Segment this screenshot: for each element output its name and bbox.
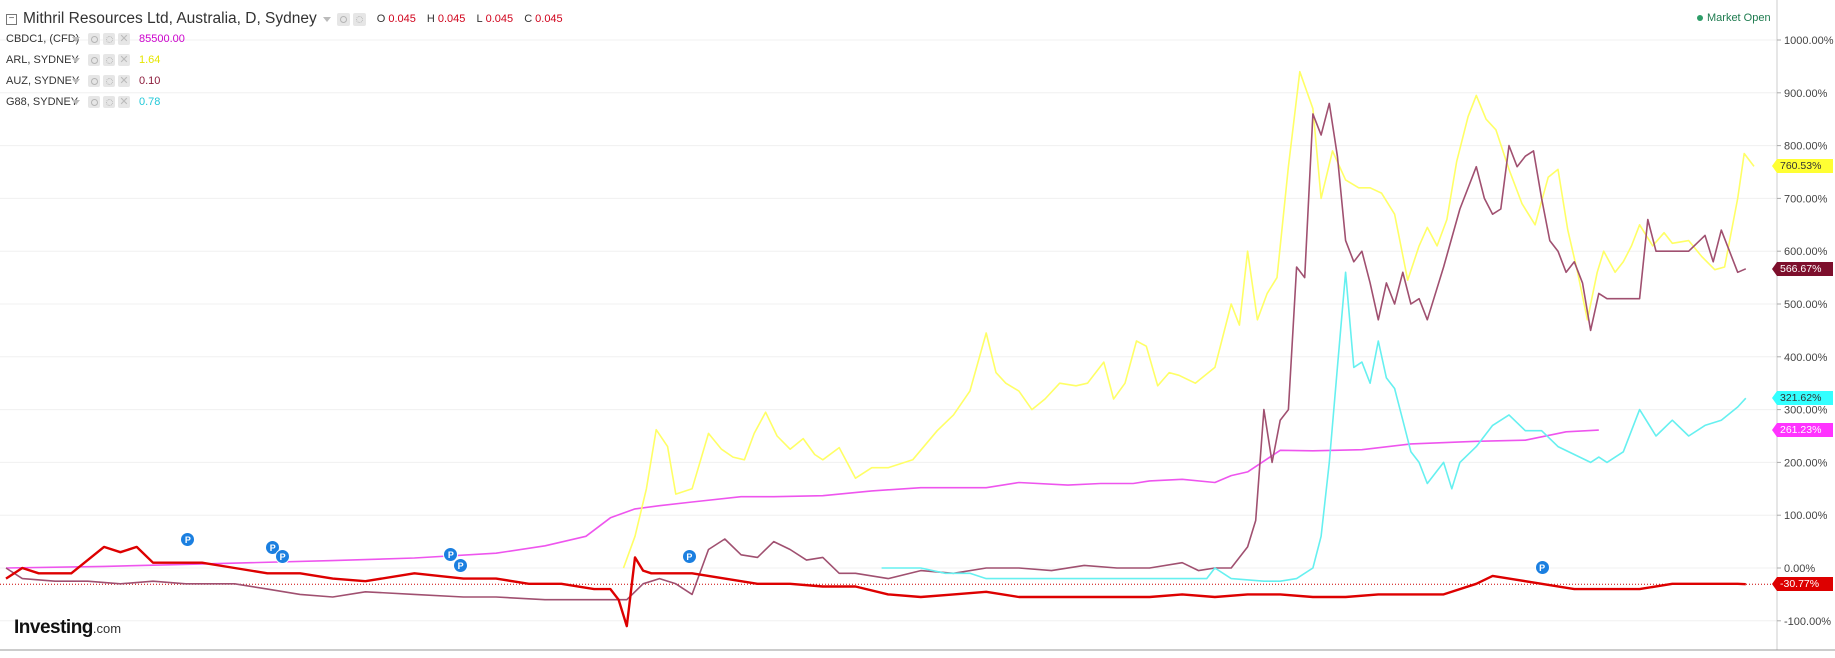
- settings-icon[interactable]: [103, 75, 115, 87]
- legend-dropdown-icon[interactable]: [72, 36, 80, 42]
- logo-suffix: .com: [92, 621, 122, 636]
- legend-value: 1.64: [139, 54, 161, 66]
- y-tick-label: 800.00%: [1784, 141, 1828, 153]
- chart-title: Mithril Resources Ltd, Australia, D, Syd…: [23, 10, 317, 27]
- y-tick-label: 100.00%: [1784, 510, 1828, 522]
- chart-header: − Mithril Resources Ltd, Australia, D, S…: [6, 8, 571, 30]
- ohlc-high-value: 0.045: [437, 13, 466, 25]
- legend-value: 0.78: [139, 96, 161, 108]
- ohlc-open-value: 0.045: [388, 13, 416, 25]
- ohlc-low-value: 0.045: [485, 13, 514, 25]
- legend-dropdown-icon[interactable]: [72, 57, 80, 63]
- investing-logo: Investing.com: [14, 617, 121, 639]
- legend-symbol: AUZ, SYDNEY: [6, 75, 80, 87]
- price-tag-3: 261.23%: [1772, 423, 1833, 438]
- logo-text: Investing: [14, 617, 93, 638]
- close-icon[interactable]: ✕: [118, 54, 130, 66]
- event-marker-3[interactable]: P: [443, 547, 459, 563]
- price-tag-4: -30.77%: [1772, 577, 1833, 592]
- legend-row-arl: ARL, SYDNEY ✕ 1.64: [6, 52, 160, 68]
- event-marker-4[interactable]: P: [453, 558, 469, 574]
- series-line-2: [5, 102, 1747, 601]
- legend-value: 85500.00: [139, 33, 185, 45]
- series-line-3: [881, 271, 1747, 583]
- visibility-icon[interactable]: [336, 12, 350, 26]
- price-tag-2: 321.62%: [1772, 391, 1833, 406]
- legend-dropdown-icon[interactable]: [72, 78, 80, 84]
- settings-icon[interactable]: [103, 33, 115, 45]
- ohlc-readout: O 0.045 H 0.045 L 0.045 C 0.045: [377, 13, 571, 25]
- settings-icon[interactable]: [103, 96, 115, 108]
- settings-icon[interactable]: [352, 12, 366, 26]
- title-dropdown-icon[interactable]: [322, 16, 331, 22]
- legend-dropdown-icon[interactable]: [72, 99, 80, 105]
- legend-row-cbdc1: CBDC1, (CFD) ✕ 85500.00: [6, 31, 185, 47]
- event-marker-5[interactable]: P: [681, 549, 697, 565]
- visibility-icon[interactable]: [88, 54, 100, 66]
- y-tick-label: 0.00%: [1784, 563, 1815, 575]
- collapse-button[interactable]: −: [6, 13, 17, 25]
- close-icon[interactable]: ✕: [118, 75, 130, 87]
- series-line-4: [5, 545, 1746, 628]
- y-tick-label: 1000.00%: [1784, 35, 1834, 47]
- visibility-icon[interactable]: [88, 75, 100, 87]
- price-tag-0: 760.53%: [1772, 159, 1833, 174]
- event-marker-0[interactable]: P: [180, 531, 196, 547]
- visibility-icon[interactable]: [88, 33, 100, 45]
- grid: [0, 39, 1777, 622]
- market-status: Market Open: [1697, 12, 1771, 24]
- event-marker-2[interactable]: P: [275, 549, 291, 565]
- legend-row-g88: G88, SYDNEY ✕ 0.78: [6, 94, 160, 110]
- y-tick-label: 900.00%: [1784, 88, 1828, 100]
- y-tick-label: 700.00%: [1784, 193, 1828, 205]
- y-tick-label: 500.00%: [1784, 299, 1828, 311]
- y-tick-label: 300.00%: [1784, 405, 1828, 417]
- legend-symbol: G88, SYDNEY: [6, 96, 79, 108]
- settings-icon[interactable]: [103, 54, 115, 66]
- status-dot-icon: [1697, 15, 1703, 21]
- y-tick-label: 600.00%: [1784, 246, 1828, 258]
- y-tick-label: 200.00%: [1784, 457, 1828, 469]
- ohlc-close-label: C: [524, 13, 533, 25]
- series-group: [5, 70, 1755, 628]
- price-tag-1: 566.67%: [1772, 261, 1833, 276]
- close-icon[interactable]: ✕: [118, 33, 130, 45]
- y-tick-label: 400.00%: [1784, 352, 1828, 364]
- series-line-1: [622, 70, 1755, 569]
- legend-value: 0.10: [139, 75, 161, 87]
- visibility-icon[interactable]: [88, 96, 100, 108]
- legend-row-auz: AUZ, SYDNEY ✕ 0.10: [6, 73, 160, 89]
- series-line-0: [5, 429, 1599, 569]
- y-tick-label: -100.00%: [1784, 616, 1831, 628]
- event-marker-6[interactable]: P: [1534, 559, 1550, 575]
- legend-symbol: ARL, SYDNEY: [6, 54, 79, 66]
- market-status-label: Market Open: [1707, 12, 1771, 24]
- close-icon[interactable]: ✕: [118, 96, 130, 108]
- ohlc-close-value: 0.045: [535, 13, 563, 25]
- ohlc-open-label: O: [376, 13, 386, 25]
- ohlc-low-label: L: [476, 13, 483, 25]
- legend-symbol: CBDC1, (CFD): [6, 33, 80, 45]
- ohlc-high-label: H: [426, 13, 435, 25]
